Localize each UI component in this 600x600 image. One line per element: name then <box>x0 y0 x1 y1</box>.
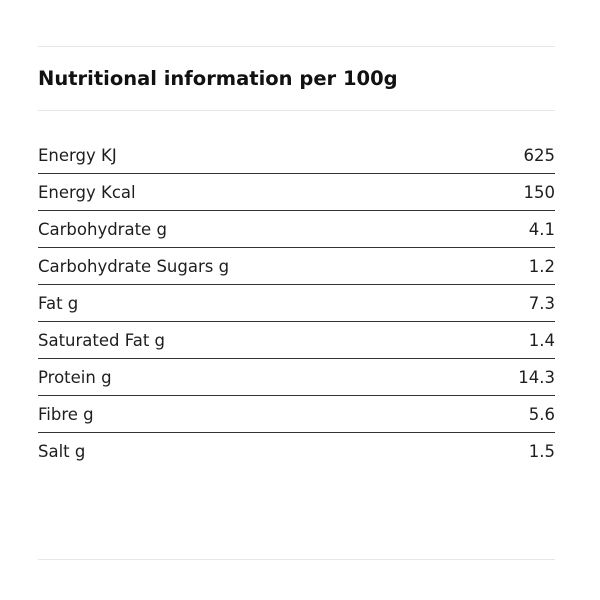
heading-divider <box>38 110 555 111</box>
nutrition-table: Energy KJ 625 Energy Kcal 150 Carbohydra… <box>38 137 555 469</box>
nutrition-panel: Nutritional information per 100g Energy … <box>38 0 555 600</box>
nutrient-value: 5.6 <box>528 404 555 424</box>
nutrition-row-fat: Fat g 7.3 <box>38 285 555 322</box>
nutrient-value: 1.2 <box>528 256 555 276</box>
nutrient-value: 625 <box>523 145 556 165</box>
nutrient-value: 14.3 <box>518 367 555 387</box>
bottom-divider <box>38 559 555 560</box>
nutrition-row-protein: Protein g 14.3 <box>38 359 555 396</box>
nutrient-label: Saturated Fat g <box>38 330 166 350</box>
nutrient-label: Fat g <box>38 293 79 313</box>
nutrition-row-saturated-fat: Saturated Fat g 1.4 <box>38 322 555 359</box>
nutrition-row-energy-kj: Energy KJ 625 <box>38 137 555 174</box>
nutrition-row-salt: Salt g 1.5 <box>38 433 555 469</box>
nutrition-row-energy-kcal: Energy Kcal 150 <box>38 174 555 211</box>
nutrient-value: 150 <box>523 182 556 202</box>
nutrient-label: Fibre g <box>38 404 94 424</box>
top-divider <box>38 46 555 47</box>
nutrition-row-fibre: Fibre g 5.6 <box>38 396 555 433</box>
nutrient-label: Energy KJ <box>38 145 117 165</box>
nutrient-label: Carbohydrate g <box>38 219 167 239</box>
nutrition-heading: Nutritional information per 100g <box>38 67 398 90</box>
nutrient-value: 1.4 <box>528 330 555 350</box>
nutrient-label: Salt g <box>38 441 86 461</box>
nutrient-label: Energy Kcal <box>38 182 136 202</box>
nutrition-row-carbohydrate: Carbohydrate g 4.1 <box>38 211 555 248</box>
nutrient-label: Carbohydrate Sugars g <box>38 256 230 276</box>
nutrient-value: 7.3 <box>528 293 555 313</box>
nutrient-value: 4.1 <box>528 219 555 239</box>
nutrient-value: 1.5 <box>528 441 555 461</box>
nutrition-row-carbohydrate-sugars: Carbohydrate Sugars g 1.2 <box>38 248 555 285</box>
nutrient-label: Protein g <box>38 367 112 387</box>
